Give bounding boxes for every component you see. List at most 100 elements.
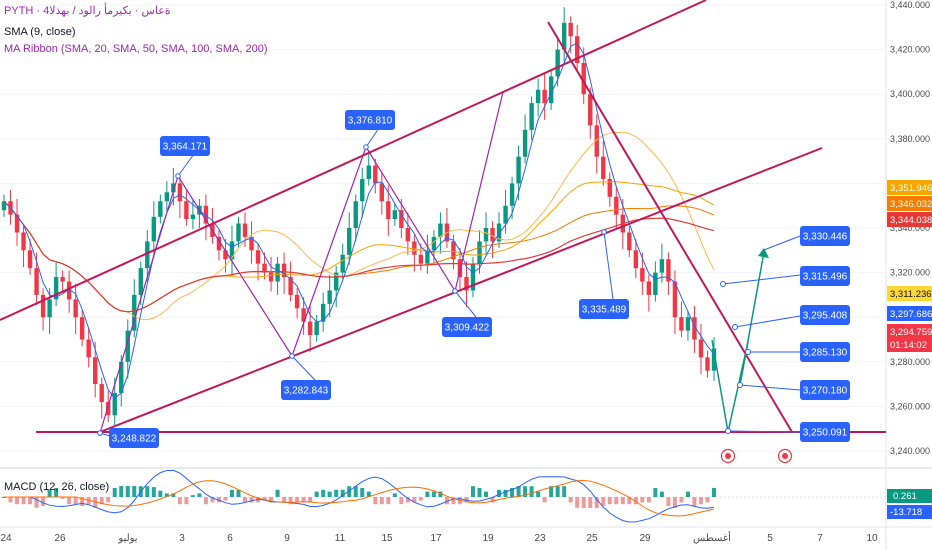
x-tick-label: 11 xyxy=(335,533,346,544)
candle-body xyxy=(575,36,580,63)
macd-histogram-bar xyxy=(171,493,176,497)
sma-legend[interactable]: SMA (9, close) xyxy=(4,26,76,38)
candle-body xyxy=(601,156,606,179)
candle-body xyxy=(431,236,437,251)
candle-body xyxy=(223,250,228,260)
macd-histogram-bar xyxy=(555,486,560,497)
candle-body xyxy=(477,241,482,264)
macd-histogram-bar xyxy=(536,491,541,497)
macd-histogram-bar xyxy=(640,497,645,503)
projection-callout-box xyxy=(800,342,850,362)
macd-histogram-bar xyxy=(672,497,677,508)
candle-body xyxy=(184,201,189,220)
swing-callout-pointer xyxy=(365,127,380,148)
candle-body xyxy=(301,308,306,322)
swing-callout-anchor xyxy=(363,144,369,150)
macd-line xyxy=(4,469,715,523)
projection-callout-label: 3,295.408 xyxy=(803,311,848,322)
candle-body xyxy=(412,241,417,255)
candle-body xyxy=(47,299,52,318)
macd-histogram-bar xyxy=(210,497,215,503)
macd-histogram-bar xyxy=(646,497,651,503)
symbol-legend[interactable]: PYTH · ‎4ةعاس · يكيرمأ رالود / بهذلا xyxy=(4,5,171,17)
candle-body xyxy=(262,263,267,273)
candle-body xyxy=(529,103,534,130)
projection-node xyxy=(732,324,738,330)
macd-histogram-bar xyxy=(373,497,378,505)
swing-callout-pointer xyxy=(177,153,195,177)
candle-body xyxy=(275,263,280,282)
macd-histogram-bar xyxy=(438,491,443,497)
x-tick-label: 25 xyxy=(586,533,598,544)
macd-histogram-bar xyxy=(197,493,202,497)
macd-histogram-bar xyxy=(203,497,208,505)
macd-histogram-bar xyxy=(229,489,234,497)
zigzag-pattern xyxy=(99,91,504,434)
swing-callout-pointer xyxy=(454,290,477,318)
candle-body xyxy=(490,228,495,242)
y-tick-label: 3,260.000 xyxy=(890,401,930,411)
candle-body xyxy=(92,357,98,385)
projection-node xyxy=(725,428,731,434)
y-tick-label: 3,420.000 xyxy=(890,45,930,55)
macd-histogram-bar xyxy=(80,497,85,506)
y-tick-label: 3,340.000 xyxy=(890,223,930,233)
candle-body xyxy=(138,268,143,295)
candle-body xyxy=(125,330,130,362)
candle-body xyxy=(496,223,502,242)
macd-histogram-bar xyxy=(34,497,39,508)
x-tick-label: 9 xyxy=(284,533,290,544)
candle-body xyxy=(627,232,632,251)
candle-body xyxy=(692,317,697,340)
candle-body xyxy=(145,241,150,269)
macd-histogram-bar xyxy=(679,497,684,503)
macd-histogram-bar xyxy=(614,497,619,505)
candle-body xyxy=(288,277,293,295)
candle-body xyxy=(711,348,717,371)
x-tick-label: أغسطس xyxy=(693,531,731,544)
candle-body xyxy=(255,250,261,264)
macd-histogram-bar xyxy=(601,497,606,506)
macd-value-label: 0.261 xyxy=(893,491,917,502)
projection-callout-label: 3,315.496 xyxy=(803,272,848,283)
candle-body xyxy=(555,49,560,77)
x-tick-label: 10 xyxy=(866,533,878,544)
candle-body xyxy=(216,236,222,251)
candle-body xyxy=(594,125,599,157)
candle-body xyxy=(392,210,398,220)
candle-body xyxy=(373,165,378,184)
candle-body xyxy=(353,201,358,228)
candle-body xyxy=(151,216,157,242)
ribbon-legend[interactable]: MA Ribbon (SMA, 20, SMA, 50, SMA, 100, S… xyxy=(4,43,268,55)
candle-body xyxy=(614,196,619,215)
macd-histogram-bar xyxy=(353,486,358,497)
candle-body xyxy=(268,272,274,282)
swing-callout-box xyxy=(109,428,159,448)
candle-body xyxy=(340,254,345,273)
macd-histogram-bar xyxy=(542,497,547,503)
candle-body xyxy=(66,281,72,300)
x-tick-label: 3 xyxy=(179,533,185,544)
macd-signal-label: -13.718 xyxy=(890,507,922,518)
price-tag xyxy=(887,324,932,352)
x-tick-label: 5 xyxy=(767,533,773,544)
macd-histogram-bar xyxy=(692,497,697,506)
sma9-line xyxy=(3,42,715,400)
y-tick-label: 3,400.000 xyxy=(890,89,930,99)
macd-histogram-bar xyxy=(119,486,124,497)
candle-body xyxy=(379,183,384,202)
macd-histogram-bar xyxy=(627,497,632,505)
price-tag-label: 3,351.946 xyxy=(890,183,932,194)
candle-body xyxy=(86,339,91,358)
macd-histogram-bar xyxy=(392,493,397,497)
macd-histogram-bar xyxy=(190,495,195,497)
x-tick-label: 24 xyxy=(0,533,12,544)
candle-body xyxy=(366,165,371,179)
macd-histogram-bar xyxy=(347,486,352,497)
macd-legend[interactable]: MACD (12, 26, close) xyxy=(4,481,110,493)
macd-histogram-bar xyxy=(177,497,182,505)
macd-histogram-bar xyxy=(607,497,612,505)
candle-body xyxy=(307,321,313,336)
swing-callout-box xyxy=(160,136,210,156)
